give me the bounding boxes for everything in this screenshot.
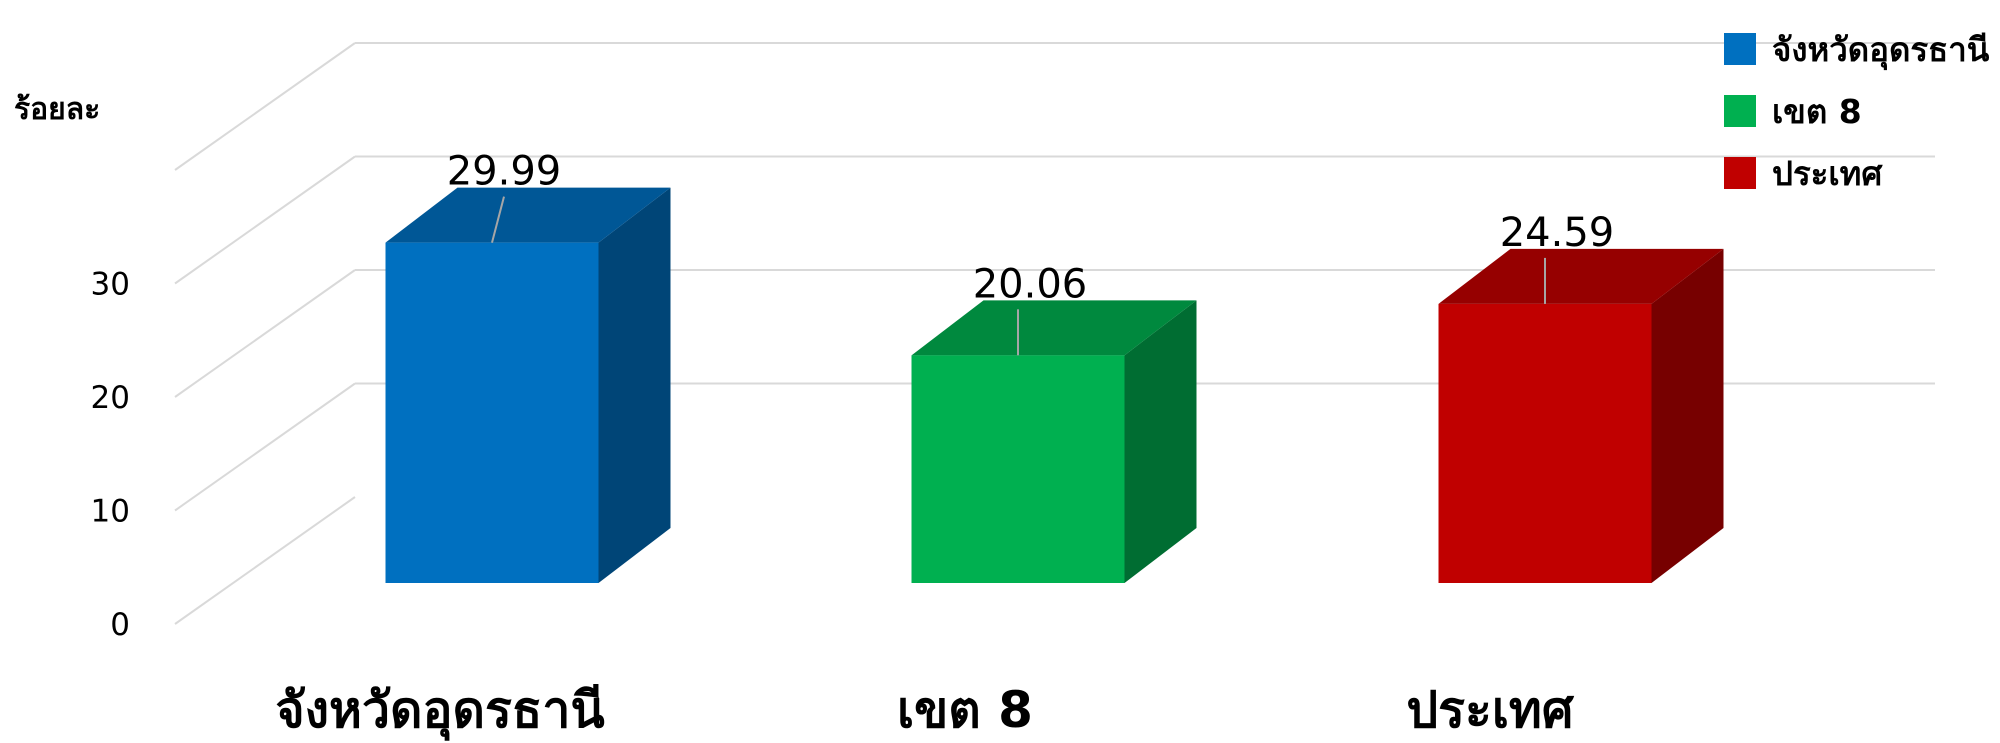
y-tick-label: 0 [110, 607, 130, 643]
legend-item: เขต 8 [1724, 80, 1989, 142]
legend-item: ประเทศ [1724, 142, 1989, 204]
gridline-diagonal [174, 496, 356, 625]
legend-swatch [1724, 33, 1756, 65]
x-tick-label: ประเทศ [1406, 681, 1574, 739]
legend-swatch [1724, 157, 1756, 189]
y-tick-label: 10 [91, 494, 130, 530]
gridline-diagonal [174, 42, 356, 171]
bar-front [385, 242, 599, 583]
data-label: 20.06 [973, 261, 1088, 307]
data-label: 29.99 [447, 149, 562, 195]
gridline-diagonal [174, 155, 356, 285]
bar-side [1124, 300, 1197, 583]
bar [385, 187, 671, 583]
bar [1438, 248, 1724, 583]
gridline-diagonal [174, 382, 356, 512]
bar-front [1438, 303, 1652, 583]
bar-top [1438, 248, 1724, 304]
bar-side [598, 187, 671, 583]
gridline-diagonal [174, 269, 356, 398]
x-tick-label: จังหวัดอุดรธานี [275, 681, 604, 741]
legend-label: เขต 8 [1772, 91, 1862, 131]
legend-label: จังหวัดอุดรธานี [1772, 29, 1990, 69]
y-tick-label: 20 [91, 380, 130, 416]
bar-front [911, 355, 1125, 583]
legend-label: ประเทศ [1772, 153, 1883, 193]
bar-top [911, 300, 1197, 356]
legend-item: จังหวัดอุดรธานี [1724, 18, 1989, 80]
legend: จังหวัดอุดรธานี เขต 8 ประเทศ [1724, 18, 1989, 204]
bar [911, 300, 1197, 583]
y-tick-label: 30 [91, 267, 130, 303]
bar-side [1651, 248, 1724, 583]
legend-swatch [1724, 95, 1756, 127]
y-axis-title: ร้อยละ [14, 92, 101, 127]
data-label-leader [491, 196, 505, 243]
x-tick-label: เขต 8 [897, 681, 1033, 739]
bar-top [385, 187, 671, 243]
data-label: 24.59 [1500, 210, 1615, 256]
